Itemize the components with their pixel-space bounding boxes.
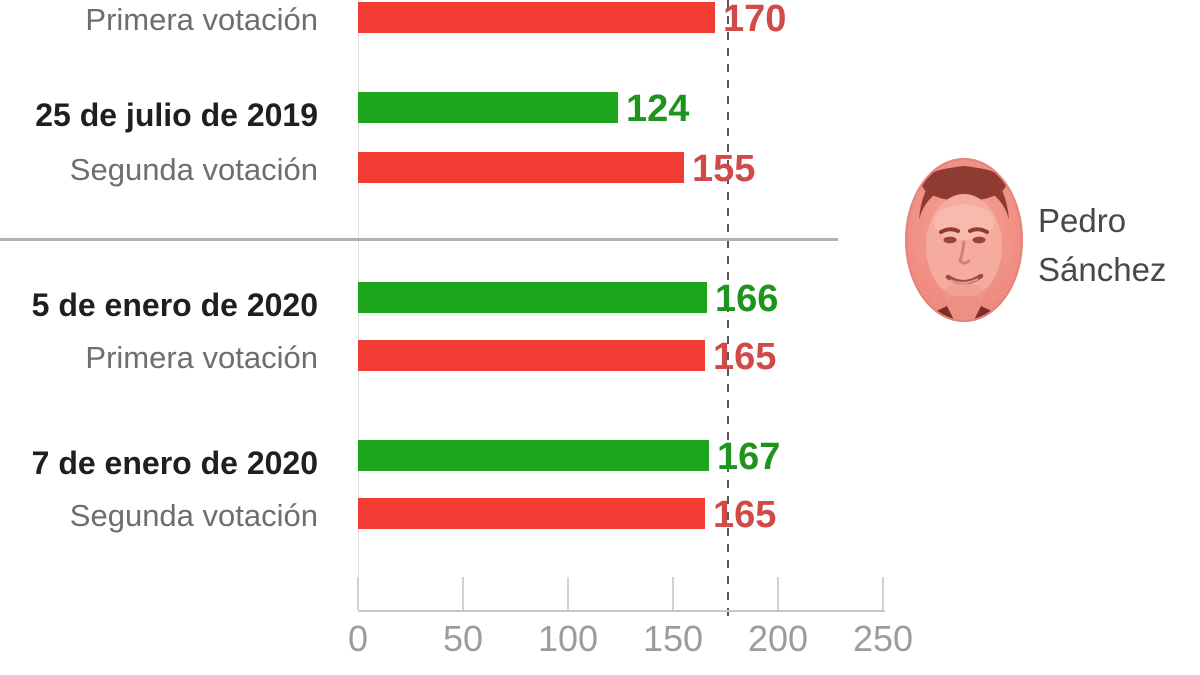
person-photo (905, 158, 1023, 322)
green-bar (358, 92, 618, 123)
green-bar (358, 282, 707, 313)
bar-value-label: 170 (723, 0, 787, 40)
pedro-sanchez-face-icon (905, 158, 1023, 322)
vote-round-label: Segunda votación (69, 152, 318, 187)
group-divider (0, 238, 838, 241)
vote-date-label: 7 de enero de 2020 (31, 445, 318, 481)
vote-round-label: Segunda votación (69, 498, 318, 533)
majority-threshold-line (726, 0, 729, 622)
red-bar (358, 340, 705, 371)
x-axis-tick-label: 150 (642, 618, 704, 659)
bar-value-label: 155 (692, 148, 756, 190)
red-bar (358, 2, 715, 33)
bar-value-label: 166 (715, 278, 779, 320)
green-bar (358, 440, 709, 471)
vote-date-label: 25 de julio de 2019 (35, 97, 318, 133)
x-axis-tick-mark (777, 577, 779, 610)
person-name-line2: Sánchez (1038, 251, 1167, 288)
x-axis-tick-mark (357, 577, 359, 610)
x-axis-tick-label: 100 (537, 618, 599, 659)
vote-round-label: Primera votación (85, 340, 318, 375)
x-axis-tick-mark (882, 577, 884, 610)
person-name: Pedro Sánchez (1038, 196, 1166, 294)
bar-value-label: 165 (713, 494, 777, 536)
bar-value-label: 124 (626, 88, 690, 130)
red-bar (358, 152, 684, 183)
x-axis-tick-mark (672, 577, 674, 610)
x-axis-line (358, 610, 885, 612)
red-bar (358, 498, 705, 529)
bar-value-label: 167 (717, 436, 781, 478)
person-name-line1: Pedro (1038, 202, 1127, 239)
x-axis-tick-mark (462, 577, 464, 610)
vote-round-label: Primera votación (85, 2, 318, 37)
vote-date-label: 5 de enero de 2020 (31, 287, 318, 323)
x-axis-tick-label: 200 (747, 618, 809, 659)
bar-value-label: 165 (713, 336, 777, 378)
x-axis-tick-label: 50 (442, 618, 484, 659)
x-axis-tick-mark (567, 577, 569, 610)
x-axis-tick-label: 0 (347, 618, 369, 659)
x-axis-tick-label: 250 (852, 618, 914, 659)
